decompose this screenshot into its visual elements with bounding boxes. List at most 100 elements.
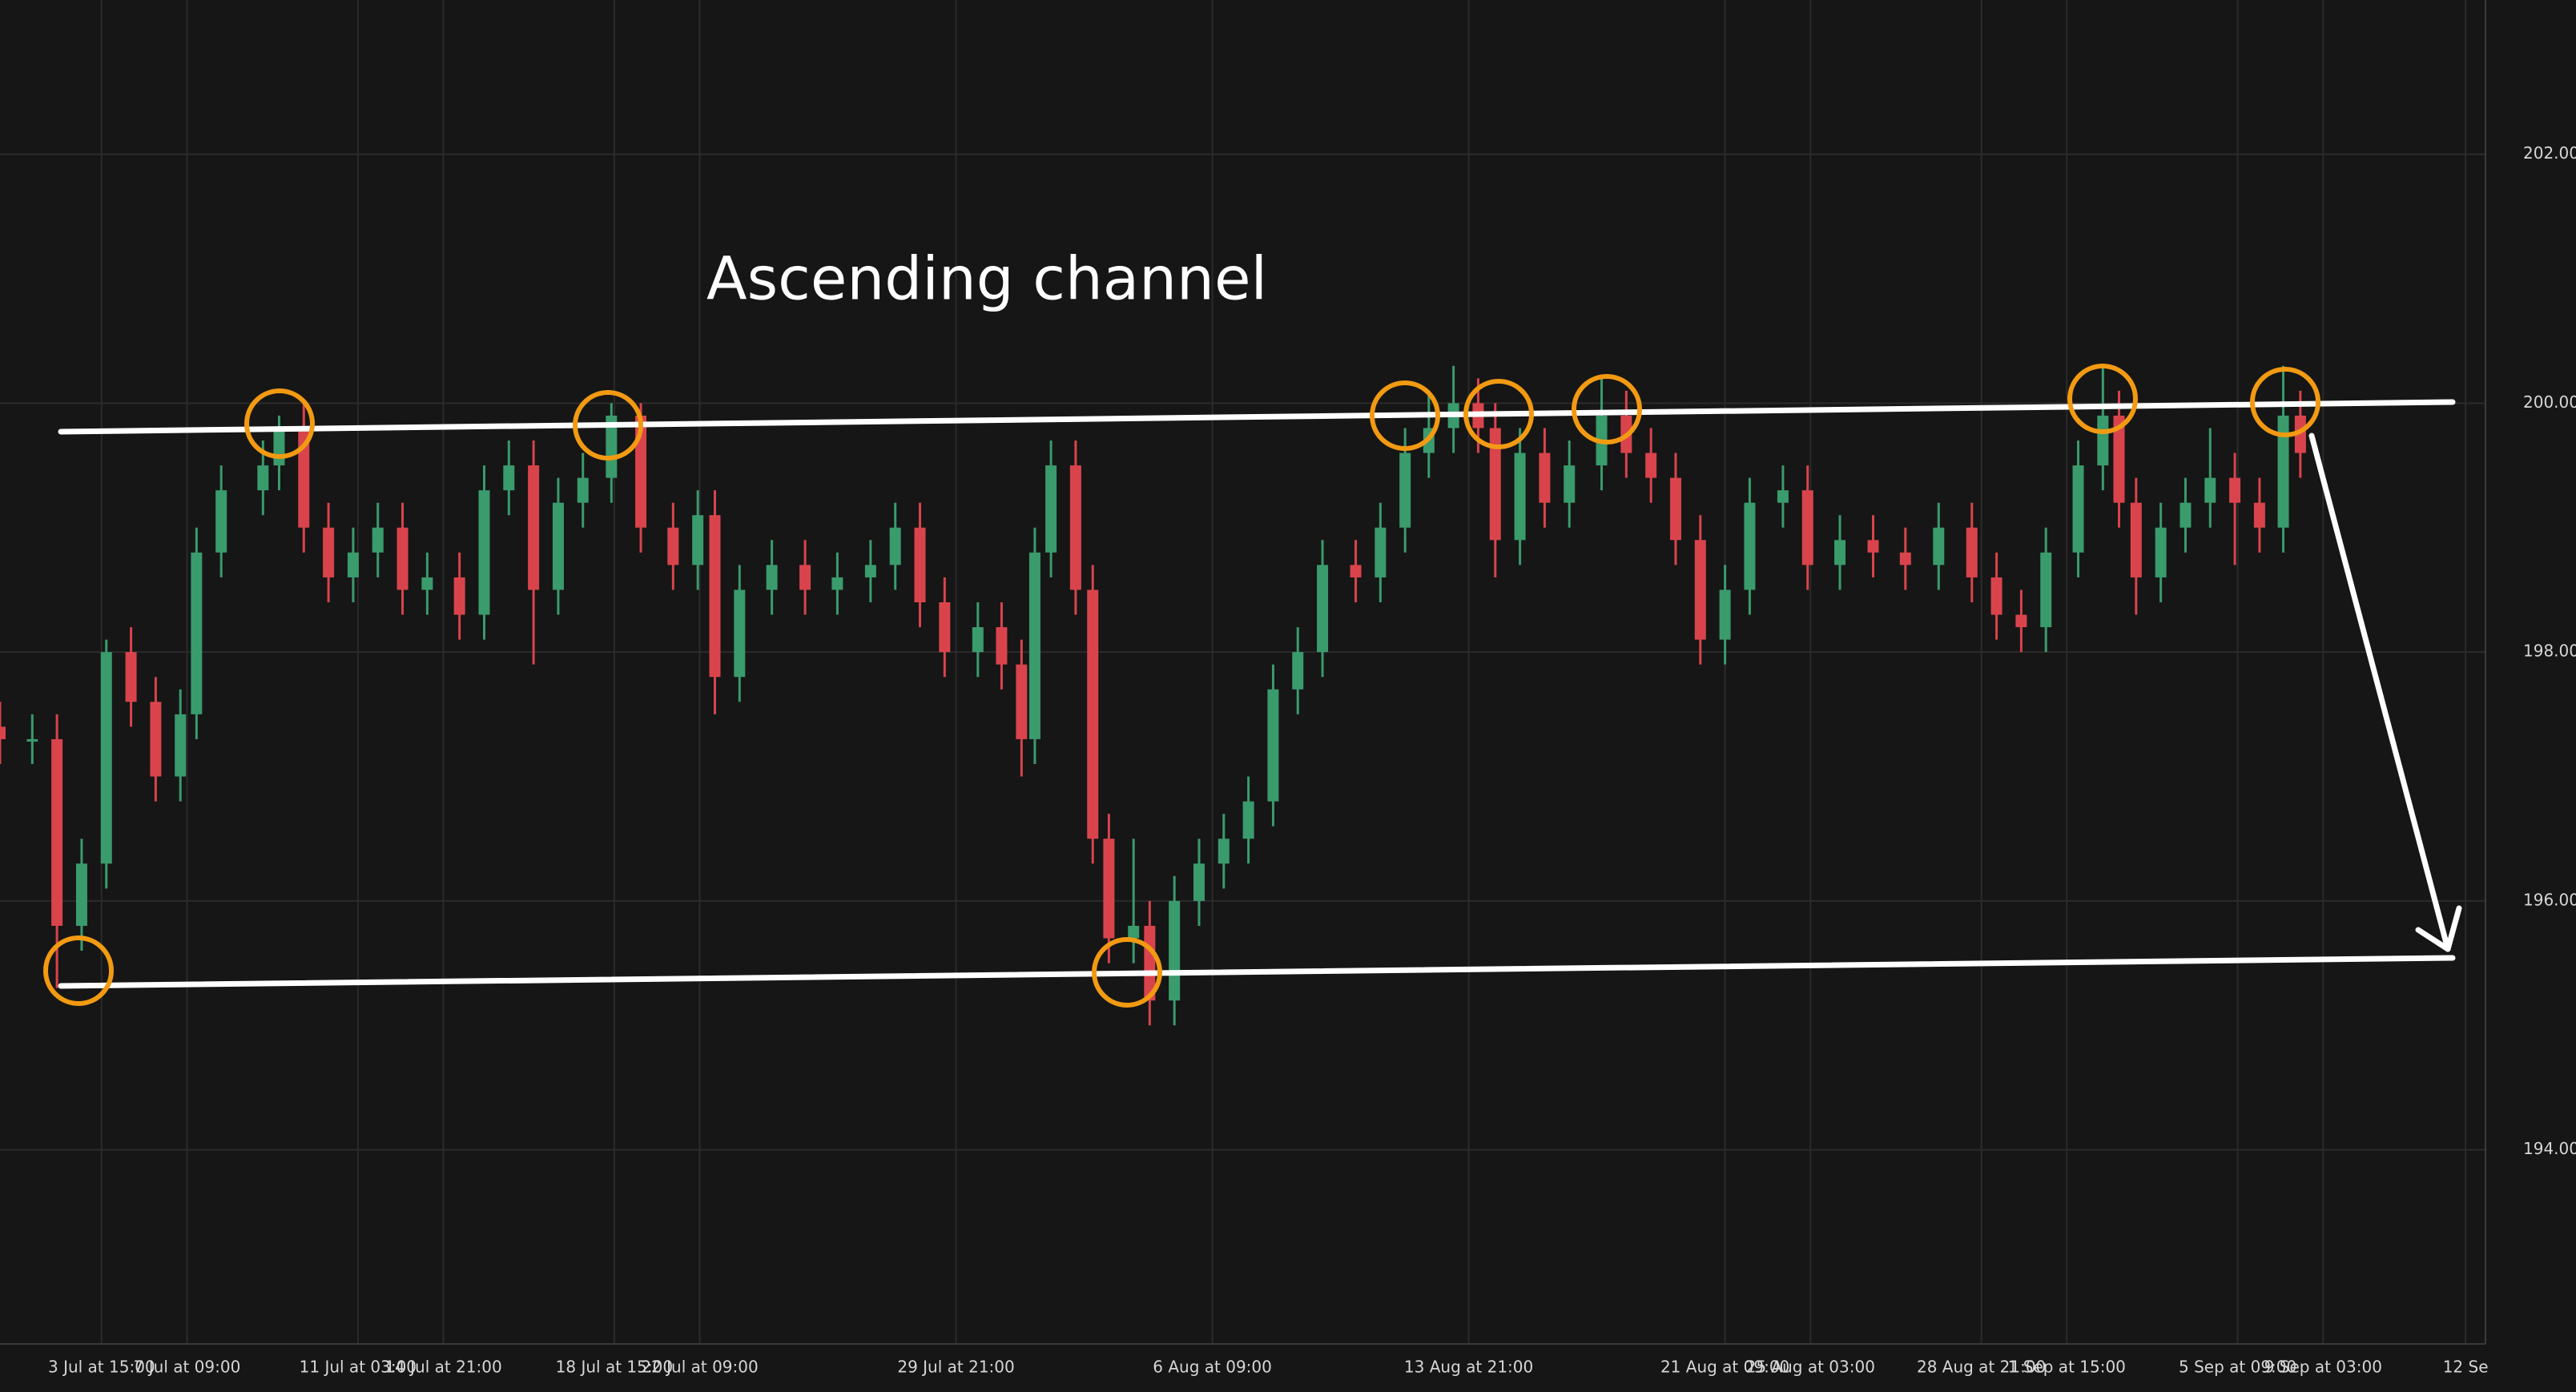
candle-body bbox=[1193, 863, 1205, 901]
chart-title: Ascending channel bbox=[706, 245, 1267, 314]
x-tick-label: 28 Aug at 21:00 bbox=[1917, 1358, 2046, 1377]
candle-body bbox=[972, 627, 984, 653]
candle-body bbox=[1899, 552, 1911, 565]
candle-body bbox=[552, 502, 564, 590]
candle-body bbox=[191, 552, 203, 714]
candle-body bbox=[215, 490, 227, 553]
y-tick-label: 200.000 bbox=[2523, 392, 2576, 412]
candle-body bbox=[347, 552, 359, 577]
x-tick-label: 21 Aug at 09:00 bbox=[1660, 1358, 1789, 1377]
candle-body bbox=[939, 601, 951, 653]
forecast-arrow bbox=[2308, 432, 2451, 952]
candle-body bbox=[1169, 900, 1181, 1001]
annotations bbox=[43, 364, 2462, 1008]
touch-circle bbox=[43, 935, 114, 1006]
x-tick-label: 25 Aug at 03:00 bbox=[1746, 1358, 1875, 1377]
candle-body bbox=[2040, 552, 2052, 628]
candle-body bbox=[298, 428, 310, 528]
candle-body bbox=[125, 652, 137, 702]
x-tick-label: 7 Jul at 09:00 bbox=[134, 1358, 241, 1377]
candle-body bbox=[396, 527, 409, 590]
x-tick-label: 1 Sep at 15:00 bbox=[2008, 1358, 2126, 1377]
touch-circle bbox=[1370, 380, 1440, 451]
candle-body bbox=[1069, 465, 1081, 590]
touch-circle bbox=[1463, 379, 1534, 449]
candle-body bbox=[692, 515, 704, 565]
candles bbox=[0, 365, 2306, 1026]
touch-circle bbox=[1092, 937, 1162, 1008]
candle-body bbox=[150, 702, 162, 777]
y-tick-label: 198.000 bbox=[2523, 642, 2576, 661]
candle-body bbox=[0, 726, 6, 739]
candle-body bbox=[1242, 801, 1254, 839]
candle-body bbox=[453, 577, 465, 615]
candle-body bbox=[2277, 415, 2289, 528]
forecast-arrowhead bbox=[2415, 905, 2462, 952]
x-tick-label: 3 Jul at 15:00 bbox=[48, 1358, 155, 1377]
candle-body bbox=[2253, 502, 2265, 528]
x-tick-label: 6 Aug at 09:00 bbox=[1153, 1358, 1272, 1377]
candle-body bbox=[1375, 527, 1387, 577]
candle-body bbox=[2097, 415, 2109, 466]
candle-body bbox=[1645, 453, 1657, 478]
touch-circle bbox=[1572, 374, 1642, 445]
candle-body bbox=[1514, 453, 1526, 541]
candle-body bbox=[1719, 589, 1731, 640]
candle-body bbox=[26, 738, 38, 742]
x-tick-label: 12 Se bbox=[2443, 1358, 2489, 1377]
candle-body bbox=[2113, 415, 2125, 503]
candle-body bbox=[1966, 527, 1978, 577]
touch-circle bbox=[2067, 364, 2138, 434]
x-tick-label: 18 Jul at 15:00 bbox=[556, 1358, 673, 1377]
candle-body bbox=[257, 465, 269, 491]
touch-circle bbox=[573, 390, 643, 461]
candle-body bbox=[2294, 415, 2306, 453]
candle-body bbox=[799, 565, 811, 590]
candle-body bbox=[1399, 453, 1411, 528]
candle-body bbox=[372, 527, 384, 553]
y-tick-label: 202.000 bbox=[2523, 143, 2576, 163]
candle-body bbox=[1317, 565, 1329, 653]
x-tick-label: 29 Jul at 21:00 bbox=[897, 1358, 1014, 1377]
candle-body bbox=[1564, 465, 1576, 503]
x-tick-label: 5 Sep at 09:00 bbox=[2179, 1358, 2296, 1377]
candle-body bbox=[1669, 477, 1681, 541]
candle-body bbox=[606, 415, 618, 478]
candle-body bbox=[1087, 589, 1099, 839]
candle-body bbox=[478, 490, 490, 615]
candle-body bbox=[1834, 540, 1846, 565]
candle-body bbox=[323, 527, 335, 577]
candle-body bbox=[667, 527, 679, 565]
candle-body bbox=[1103, 839, 1115, 939]
candle-body bbox=[1350, 565, 1362, 577]
candle-body bbox=[1028, 552, 1040, 739]
candle-body bbox=[1489, 428, 1501, 541]
candle-body bbox=[996, 627, 1008, 665]
candle-body bbox=[1694, 540, 1706, 640]
candle-body bbox=[831, 577, 843, 590]
candle-body bbox=[1045, 465, 1057, 553]
candle-body bbox=[1801, 490, 1813, 565]
y-tick-label: 196.000 bbox=[2523, 890, 2576, 909]
candle-body bbox=[1267, 689, 1279, 802]
x-tick-label: 14 Jul at 21:00 bbox=[384, 1358, 501, 1377]
candle-body bbox=[100, 652, 112, 864]
candle-body bbox=[528, 465, 540, 590]
grid bbox=[0, 0, 2485, 1344]
upper-channel-line bbox=[58, 399, 2456, 435]
candle-body bbox=[1016, 664, 1028, 739]
candle-body bbox=[1539, 453, 1551, 503]
candle-body bbox=[51, 738, 63, 926]
candle-body bbox=[1744, 502, 1756, 590]
candle-body bbox=[734, 589, 746, 678]
candle-body bbox=[175, 714, 187, 777]
candle-body bbox=[1867, 540, 1879, 553]
candle-body bbox=[2204, 477, 2216, 503]
candle-body bbox=[1933, 527, 1945, 565]
x-tick-label: 9 Sep at 03:00 bbox=[2264, 1358, 2382, 1377]
candle-body bbox=[914, 527, 926, 602]
candle-body bbox=[273, 428, 285, 466]
touch-circle bbox=[244, 388, 315, 459]
candle-body bbox=[2180, 502, 2192, 528]
candle-body bbox=[421, 577, 433, 590]
